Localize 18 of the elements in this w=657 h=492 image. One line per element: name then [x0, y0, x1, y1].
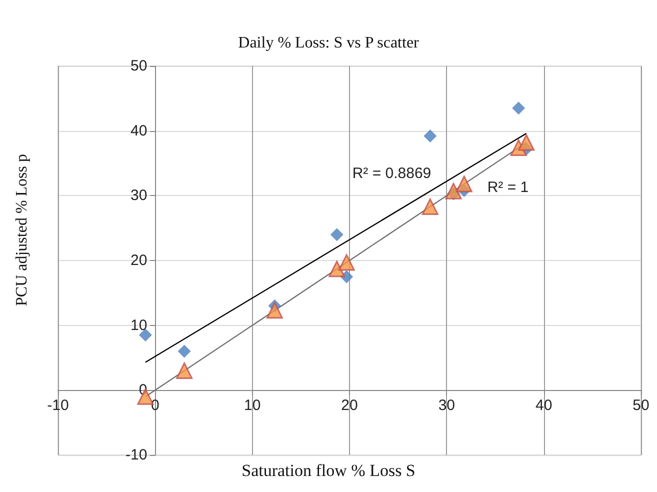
y-tick-label: 30 [130, 187, 148, 204]
chart-title: Daily % Loss: S vs P scatter [238, 34, 420, 52]
x-tick-label: 10 [244, 397, 261, 414]
y-tick-label: 50 [130, 58, 148, 74]
y-tick-label: 10 [130, 316, 148, 334]
x-tick-label: 0 [150, 397, 160, 414]
x-tick-label: 30 [438, 397, 456, 414]
x-tick-label: 40 [535, 397, 552, 414]
x-tick-label: 50 [632, 397, 650, 414]
y-tick-label: -10 [125, 446, 148, 464]
y-tick-label: 40 [130, 122, 148, 140]
y-tick-label: 20 [130, 252, 148, 269]
x-axis-title: Saturation flow % Loss S [242, 461, 416, 480]
y-axis-title: PCU adjusted % Loss p [14, 154, 30, 306]
x-tick-label: -10 [47, 397, 69, 414]
annotation: R² = 1 [487, 179, 529, 196]
x-tick-label: 20 [341, 397, 358, 414]
annotation: R² = 0.8869 [352, 164, 432, 182]
